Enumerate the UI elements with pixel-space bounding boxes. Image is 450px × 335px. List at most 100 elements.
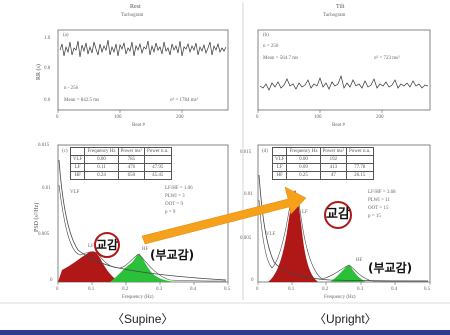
table-cell: HF [271,171,288,180]
freq-axis-label-upright: Frequency (Hz) [324,295,356,300]
beat-tick-0-tilt: 0 [256,115,259,120]
freq-tick-supine: 0.1 [88,287,95,292]
sympathetic-label-upright: 교감 [326,207,350,222]
mean-text-tilt: Mean = 564.7 ms [263,56,299,61]
stat-lfhf-supine: LF/HF = 1.06 [165,186,193,191]
n-text-tilt: n = 256 [263,44,279,49]
table-cell: 413 [319,163,348,172]
subtitle-tilt: Tachogram [323,13,346,18]
table-header-cell: Power ms² [117,147,146,156]
stat-oot-upright: OOT = 15 [368,206,389,211]
title-tilt: Tilt [336,4,345,10]
beat-tick-0-rest: 0 [56,115,59,120]
psd-tick-2-upright: 0.005 [240,236,252,241]
table-cell: 0.25 [286,171,321,180]
panel-label-d: (d) [262,149,268,154]
table-cell [346,155,374,164]
table-cell: 77.78 [346,163,374,172]
table-cell: 650 [117,171,146,180]
panel-label-c: (c) [62,149,68,154]
beat-axis-label-rest: Beat # [132,123,145,128]
table-cell: 47 [319,171,348,180]
table-cell: 0.11 [84,163,119,172]
table-header-cell [69,147,86,156]
beat-tick-1-tilt: 100 [314,115,322,120]
table-cell: 785 [117,155,146,164]
stat-plwi-supine: PLWI = 3 [165,194,185,199]
table-cell: 192 [319,155,348,164]
psd-tick-0-upright: 0.015 [240,150,252,155]
hf-peak-upright [330,265,366,282]
vlf-label-supine: VLF [70,190,80,195]
psd-tick-1-upright: 0.01 [244,192,253,197]
title-rest: Rest [130,4,141,10]
panel-a-frame [57,29,229,111]
spectrum-curve-upright [258,195,428,282]
psd-tick-1-supine: 0.01 [42,186,51,191]
lf-label-supine: LF [88,244,94,249]
stat-oot-supine: OOT = 9 [165,202,184,207]
subtitle-rest: Tachogram [121,13,144,18]
sigma-text-rest: σ² = 1784 ms² [170,98,199,103]
table-cell: 0.24 [84,171,119,180]
caption-upright: 〈Upright〉 [314,312,377,326]
table-cell [144,155,172,164]
bottom-accent-bar [0,330,450,335]
power-table-upright: Frequency Hz Power ms² Power n.u. VLF 0.… [271,147,374,180]
rr-tick-1: 0.8 [44,66,51,71]
freq-tick-upright: 0.1 [288,287,295,292]
rr-tick-2: 0.6 [44,98,51,103]
stat-p-supine: p = 9 [165,210,176,215]
vlf-label-upright: VLF [266,232,276,237]
table-cell: 26.15 [346,171,374,180]
comparison-arrow [141,186,307,245]
freq-tick-supine: 0.4 [190,287,197,292]
table-header-cell [271,147,288,156]
psd-axis-label: PSD (s²/Hz) [34,202,40,232]
freq-tick-upright: 0.3 [357,287,364,292]
table-cell: 47.95 [144,163,172,172]
table-header-cell: Power n.u. [144,147,172,156]
rr-tick-0: 1.0 [44,36,51,41]
stat-p-upright: p = 15 [368,214,381,219]
psd-tick-3-supine: 0 [50,278,53,283]
table-cell: 476 [117,163,146,172]
beat-tick-2-rest: 200 [176,115,184,120]
spectrum-curve-supine [58,184,227,282]
table-cell: 0.00 [286,155,321,164]
lf-peak-upright [268,190,318,282]
tachogram-trace-rest [59,39,227,58]
table-cell: LF [271,163,288,172]
freq-tick-supine: 0.3 [156,287,163,292]
stat-plwi-upright: PLWI = 11 [368,198,390,203]
sympathetic-circle-supine [94,232,120,258]
table-header-cell: Frequency Hz [84,147,119,156]
table-cell: VLF [271,155,288,164]
freq-axis-label-supine: Frequency (Hz) [122,295,154,300]
parasympathetic-label-upright: (부교감) [368,261,413,275]
freq-tick-upright: 0.2 [322,287,329,292]
sympathetic-circle-upright [324,201,352,229]
sigma-text-tilt: σ² = 723 ms² [374,56,400,61]
caption-supine: 〈Supine〉 [112,312,174,326]
sympathetic-label-supine: 교감 [96,238,119,252]
table-header-cell: Power n.u. [346,147,374,156]
parasympathetic-label-supine: (부교감) [150,248,195,262]
panel-label-a: (a) [63,33,69,38]
psd-tick-3-upright: 0 [251,278,254,283]
panel-label-b: (b) [263,33,269,38]
freq-tick-upright: 0.4 [391,287,398,292]
psd-tick-0-supine: 0.015 [38,143,50,148]
psd-tick-2-supine: 0.005 [38,232,50,237]
vlf-curve-supine [58,159,227,281]
stat-lfhf-upright: LF/HF = 3.68 [368,190,396,195]
n-text-rest: n - 256 [64,86,79,91]
table-cell: 45.45 [144,171,172,180]
rr-axis-label: RR (s) [36,64,42,80]
beat-axis-label-tilt: Beat # [332,123,345,128]
hf-label-supine: HF [142,247,149,252]
table-header-cell: Frequency Hz [286,147,321,156]
tachogram-trace-tilt [259,74,429,91]
table-cell: LF [69,163,86,172]
